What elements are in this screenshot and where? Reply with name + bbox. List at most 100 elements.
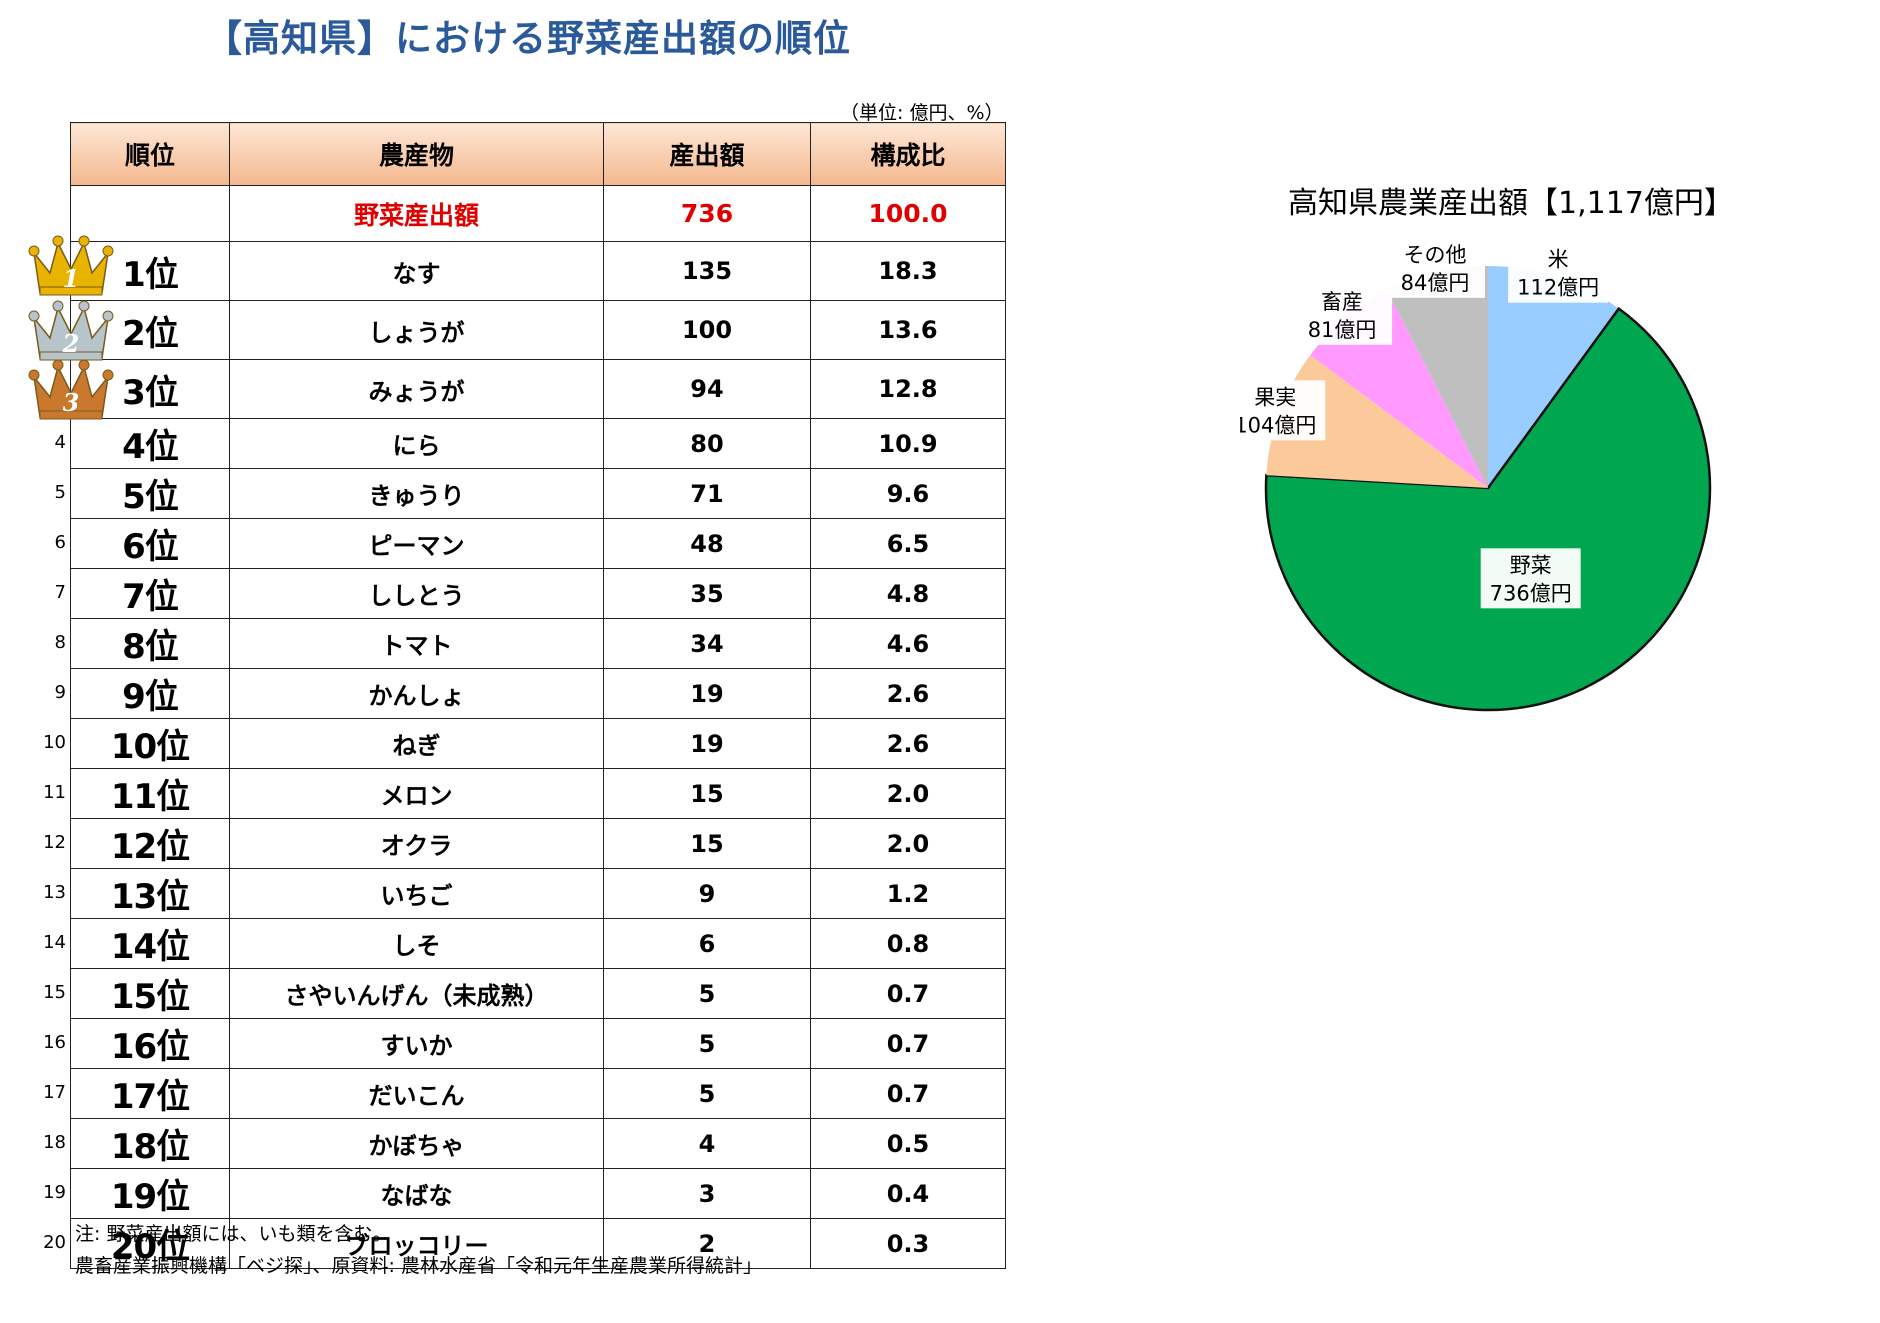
ratio-cell: 2.0 <box>810 818 1006 869</box>
amount-cell: 19 <box>603 668 811 719</box>
row-number: 14 <box>43 932 66 953</box>
rank-cell: 12位 <box>70 818 230 869</box>
table-row: 17位 だいこん 5 0.7 <box>70 1068 1006 1119</box>
ratio-cell: 4.6 <box>810 618 1006 669</box>
row-number: 19 <box>43 1182 66 1203</box>
amount-cell: 4 <box>603 1118 811 1169</box>
product-cell: さやいんげん（未成熟） <box>229 968 604 1019</box>
row-number: 13 <box>43 882 66 903</box>
table-row: 14位 しそ 6 0.8 <box>70 918 1006 969</box>
amount-cell: 80 <box>603 418 811 469</box>
total-rank-cell <box>70 185 230 242</box>
ratio-cell: 0.7 <box>810 1018 1006 1069</box>
crown-icon: 2 <box>28 294 114 368</box>
row-number: 16 <box>43 1032 66 1053</box>
product-cell: なばな <box>229 1168 604 1219</box>
row-number: 20 <box>43 1232 66 1253</box>
notes: 注: 野菜産出額には、いも類を含む。 農畜産業振興機構「ベジ探」、原資料: 農林… <box>75 1218 762 1282</box>
pie-label-text: 84億円 <box>1401 271 1470 295</box>
table-row: 10位 ねぎ 19 2.6 <box>70 718 1006 769</box>
product-cell: いちご <box>229 868 604 919</box>
rank-cell: 4位 <box>70 418 230 469</box>
amount-cell: 5 <box>603 1018 811 1069</box>
amount-cell: 15 <box>603 768 811 819</box>
header-amount: 産出額 <box>603 122 811 186</box>
amount-cell: 100 <box>603 300 811 360</box>
rank-cell: 17位 <box>70 1068 230 1119</box>
ratio-cell: 12.8 <box>810 359 1006 419</box>
amount-cell: 3 <box>603 1168 811 1219</box>
total-name: 野菜産出額 <box>229 185 604 242</box>
ratio-cell: 2.6 <box>810 668 1006 719</box>
row-number: 17 <box>43 1082 66 1103</box>
row-number: 18 <box>43 1132 66 1153</box>
rank-cell: 11位 <box>70 768 230 819</box>
rank-cell: 18位 <box>70 1118 230 1169</box>
product-cell: オクラ <box>229 818 604 869</box>
amount-cell: 15 <box>603 818 811 869</box>
page-title: 【高知県】における野菜産出額の順位 <box>205 17 851 60</box>
table-row: 15位 さやいんげん（未成熟） 5 0.7 <box>70 968 1006 1019</box>
total-amount: 736 <box>603 185 811 242</box>
table-row: 19位 なばな 3 0.4 <box>70 1168 1006 1219</box>
amount-cell: 35 <box>603 568 811 619</box>
row-number: 8 <box>54 632 66 653</box>
pie-slice-2 <box>1264 306 1712 712</box>
header-rank: 順位 <box>70 122 230 186</box>
amount-cell: 71 <box>603 468 811 519</box>
amount-cell: 6 <box>603 918 811 969</box>
amount-cell: 94 <box>603 359 811 419</box>
table-row: 16位 すいか 5 0.7 <box>70 1018 1006 1069</box>
product-cell: みょうが <box>229 359 604 419</box>
rank-cell: 8位 <box>70 618 230 669</box>
table-row: 3位 みょうが 94 12.8 <box>70 359 1006 419</box>
rank-cell: 6位 <box>70 518 230 569</box>
row-number: 5 <box>54 482 66 503</box>
rank-cell: 13位 <box>70 868 230 919</box>
crown-label: 2 <box>62 329 80 358</box>
note-source: 農畜産業振興機構「ベジ探」、原資料: 農林水産省「令和元年生産農業所得統計」 <box>75 1255 762 1277</box>
amount-cell: 5 <box>603 1068 811 1119</box>
product-cell: すいか <box>229 1018 604 1069</box>
unit-note: （単位: 億円、%） <box>840 102 1004 124</box>
rank-cell: 19位 <box>70 1168 230 1219</box>
product-cell: かぼちゃ <box>229 1118 604 1169</box>
ratio-cell: 2.6 <box>810 718 1006 769</box>
product-cell: きゅうり <box>229 468 604 519</box>
table-row: 5位 きゅうり 71 9.6 <box>70 468 1006 519</box>
table-row: 9位 かんしょ 19 2.6 <box>70 668 1006 719</box>
row-number: 15 <box>43 982 66 1003</box>
amount-cell: 48 <box>603 518 811 569</box>
table-row: 2位 しょうが 100 13.6 <box>70 300 1006 360</box>
product-cell: ピーマン <box>229 518 604 569</box>
product-cell: しそ <box>229 918 604 969</box>
rank-cell: 5位 <box>70 468 230 519</box>
product-cell: かんしょ <box>229 668 604 719</box>
ratio-cell: 0.7 <box>810 1068 1006 1119</box>
note-potatoes: 注: 野菜産出額には、いも類を含む。 <box>75 1223 392 1245</box>
pie-label-text: 112億円 <box>1517 276 1599 300</box>
product-cell: メロン <box>229 768 604 819</box>
pie-label-text: 野菜 <box>1510 553 1552 577</box>
product-cell: ししとう <box>229 568 604 619</box>
table-row: 1位 なす 135 18.3 <box>70 241 1006 301</box>
table-row: 11位 メロン 15 2.0 <box>70 768 1006 819</box>
rank-cell: 16位 <box>70 1018 230 1069</box>
crown-icon: 1 <box>28 229 114 303</box>
row-number: 6 <box>54 532 66 553</box>
pie-label-text: 736億円 <box>1490 581 1572 605</box>
product-cell: しょうが <box>229 300 604 360</box>
product-cell: ねぎ <box>229 718 604 769</box>
table-row: 18位 かぼちゃ 4 0.5 <box>70 1118 1006 1169</box>
pie-label-text: その他 <box>1403 243 1466 267</box>
pie-label-text: 畜産 <box>1321 290 1363 314</box>
table-header-row: 順位 農産物 産出額 構成比 <box>70 122 1006 186</box>
pie-label-text: 104億円 <box>1240 413 1316 437</box>
product-cell: だいこん <box>229 1068 604 1119</box>
amount-cell: 5 <box>603 968 811 1019</box>
rank-cell: 14位 <box>70 918 230 969</box>
amount-cell: 2 <box>603 1218 811 1269</box>
rank-cell: 10位 <box>70 718 230 769</box>
total-ratio: 100.0 <box>810 185 1006 242</box>
table-row: 4位 にら 80 10.9 <box>70 418 1006 469</box>
